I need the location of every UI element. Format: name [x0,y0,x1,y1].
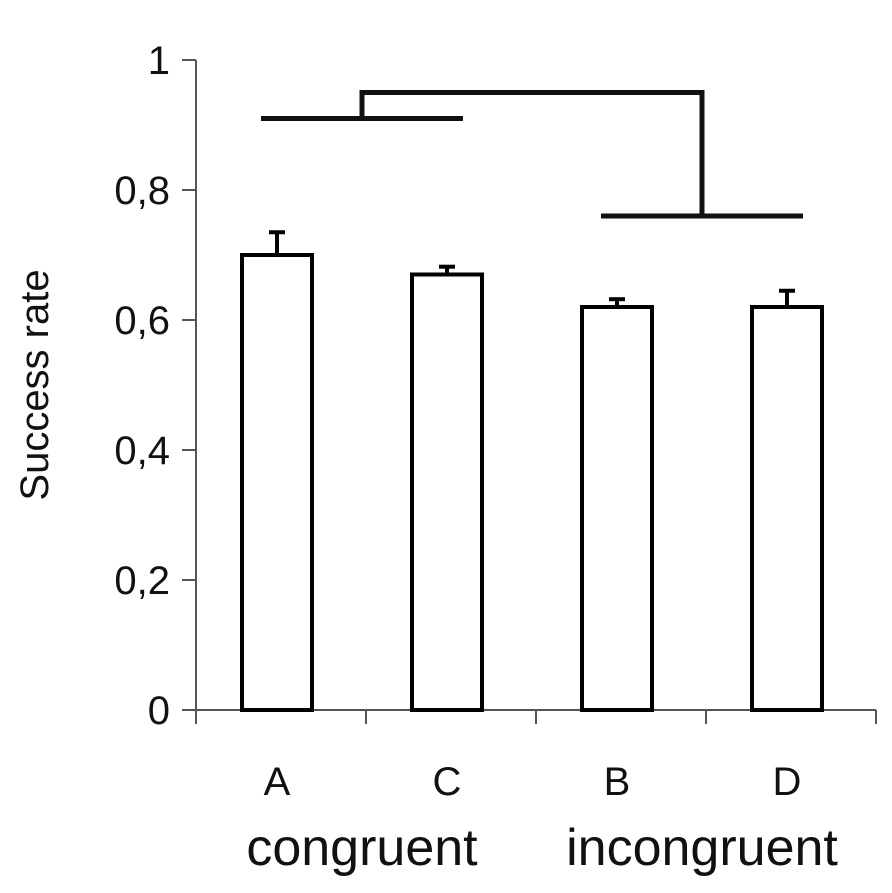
x-tick-label-A: A [264,760,291,804]
y-tick-label: 1 [148,39,170,83]
x-tick-label-D: D [773,760,802,804]
bar-A [240,253,314,712]
significance-brackets [261,90,803,219]
x-tick-label-C: C [433,760,462,804]
y-tick-label: 0 [148,689,170,733]
y-tick-label: 0,8 [114,169,170,213]
y-tick-label: 0,2 [114,559,170,603]
y-tick-label: 0,6 [114,299,170,343]
y-axis: 0 0,2 0,4 0,6 0,8 1 [114,39,197,733]
bar-D [750,305,824,712]
bars [240,230,824,712]
bar-B [580,305,654,712]
group-label-incongruent: incongruent [566,819,838,877]
bar-C [410,272,484,712]
comparison-bracket [359,90,705,216]
x-tick-label-B: B [604,760,631,804]
x-axis [195,709,877,724]
group-label-congruent: congruent [246,819,478,877]
y-tick-label: 0,4 [114,429,170,473]
y-axis-title: Success rate [13,269,57,500]
